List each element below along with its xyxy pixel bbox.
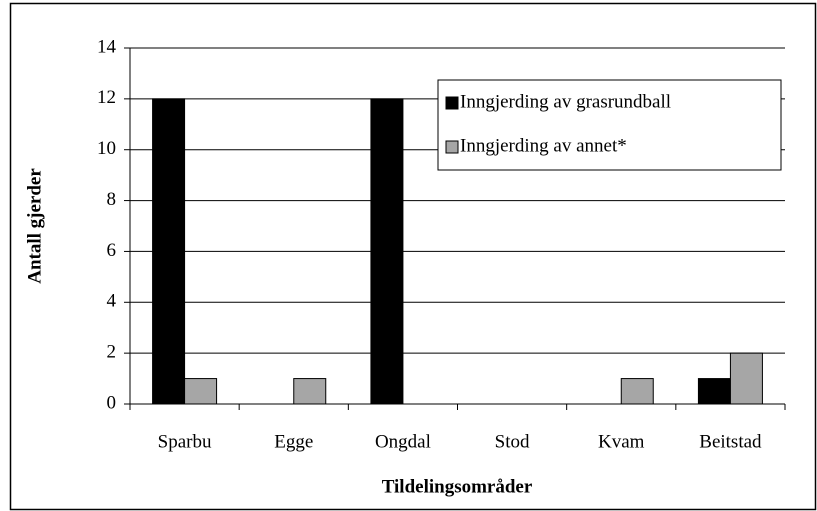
x-tick-label: Sparbu [158, 431, 212, 452]
bar [184, 378, 218, 405]
y-tick-label: 10 [97, 138, 116, 159]
bar [293, 378, 327, 405]
legend-label: Inngjerding av grasrundball [460, 91, 671, 112]
legend-swatch [445, 140, 459, 154]
y-axis-label: Antall gjerder [24, 168, 45, 284]
y-tick-label: 12 [97, 87, 116, 108]
y-tick-label: 8 [107, 189, 117, 210]
legend [437, 79, 782, 171]
y-tick-label: 2 [107, 342, 117, 363]
x-tick-label: Egge [274, 431, 313, 452]
x-tick-label: Kvam [598, 431, 645, 452]
y-tick-label: 4 [107, 291, 117, 312]
x-tick-label: Stod [495, 431, 530, 452]
bar [370, 98, 404, 405]
y-tick-label: 6 [107, 240, 117, 261]
bar [620, 378, 654, 405]
y-tick-label: 14 [97, 36, 117, 57]
bar [729, 352, 763, 405]
bar [697, 378, 731, 405]
bar [152, 98, 186, 405]
x-axis-label: Tildelingsområder [382, 476, 533, 497]
x-tick-label: Beitstad [699, 431, 762, 452]
y-tick-label: 0 [107, 392, 117, 413]
legend-label: Inngjerding av annet* [460, 135, 627, 156]
legend-swatch [445, 96, 459, 110]
x-tick-label: Ongdal [375, 431, 431, 452]
